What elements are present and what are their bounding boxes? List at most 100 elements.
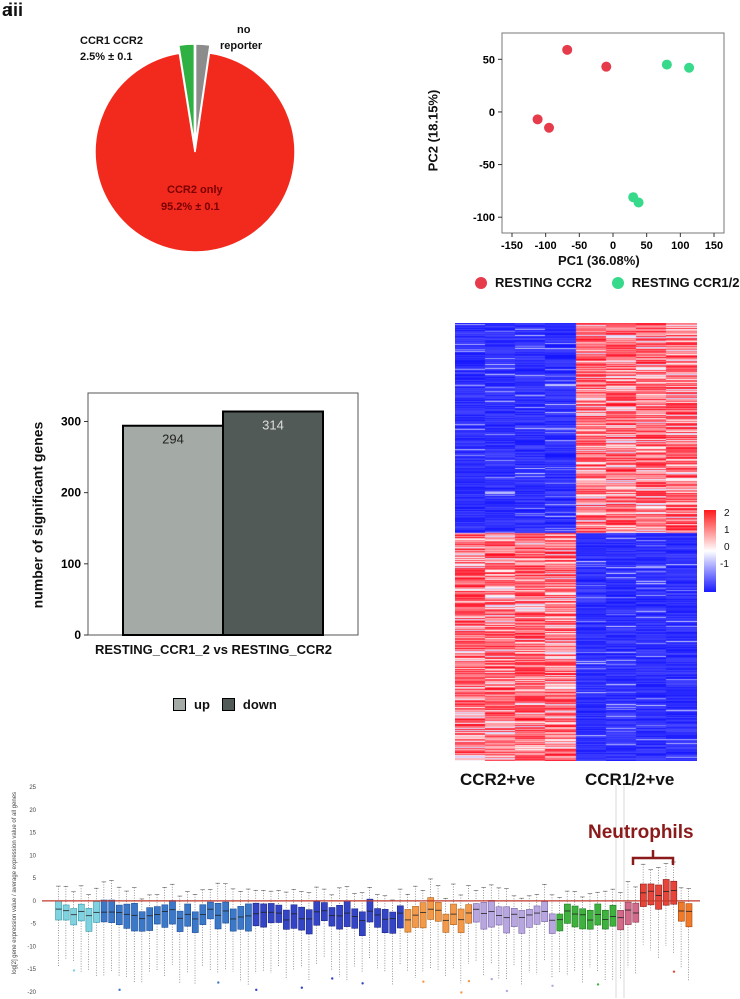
box-body bbox=[115, 904, 123, 925]
pca-xtick-label: 50 bbox=[641, 240, 653, 252]
bar-ytick-label: 200 bbox=[61, 486, 81, 500]
box-ytick-label: 15 bbox=[29, 831, 36, 837]
panel-b: -150 -100 -50 0 50 100 150 50 0 -50 -100 PC1 (36.0… bbox=[425, 25, 740, 300]
box-outlier bbox=[467, 979, 471, 983]
box-body bbox=[70, 908, 78, 926]
box-body bbox=[229, 908, 237, 932]
pie-slice-ccr1-ccr2 bbox=[177, 43, 196, 145]
box-body bbox=[55, 900, 62, 921]
box-body bbox=[662, 879, 670, 906]
box-body bbox=[176, 910, 184, 932]
pie-slice-no-reporter bbox=[194, 43, 211, 145]
scale-tick-0: 0 bbox=[724, 542, 730, 553]
box-body bbox=[685, 903, 693, 928]
scale-tick-1: 1 bbox=[724, 525, 730, 536]
box-body bbox=[146, 907, 154, 931]
panel-a: a iii CCR1 CCR2 2.5% ± 0.1 no reporter C… bbox=[0, 0, 330, 285]
box-body bbox=[359, 911, 366, 936]
pca-xtick-label: -50 bbox=[571, 240, 587, 252]
box-body bbox=[647, 883, 655, 906]
box-body bbox=[321, 902, 328, 921]
box-body bbox=[518, 910, 526, 934]
box-body bbox=[412, 906, 419, 928]
box-body bbox=[374, 908, 381, 928]
box-body bbox=[427, 897, 435, 920]
box-body bbox=[526, 909, 533, 928]
bar-value-up: 294 bbox=[162, 432, 184, 447]
box-body bbox=[366, 898, 374, 923]
box-body bbox=[336, 905, 343, 930]
box-body bbox=[434, 902, 442, 922]
pie-label-norep-2: reporter bbox=[220, 40, 263, 52]
box-outlier bbox=[361, 982, 364, 985]
box-ytick-label: -5 bbox=[31, 922, 37, 928]
box-body bbox=[131, 903, 138, 932]
box-outlier bbox=[490, 977, 493, 981]
box-body bbox=[465, 904, 473, 924]
box-body bbox=[480, 902, 488, 930]
box-body bbox=[108, 899, 116, 923]
box-ytick-label: -20 bbox=[27, 990, 36, 996]
box-body bbox=[533, 905, 541, 925]
box-body bbox=[564, 903, 571, 924]
box-body bbox=[222, 901, 229, 924]
scale-tick-2: 2 bbox=[724, 508, 730, 519]
box-outlier bbox=[217, 981, 220, 984]
box-body bbox=[670, 880, 678, 905]
legend-label-ccr12: RESTING CCR1/2 bbox=[631, 275, 740, 290]
box-body bbox=[184, 903, 192, 927]
box-ytick-label: 20 bbox=[29, 808, 36, 814]
box-body bbox=[100, 899, 108, 923]
pca-ytick-label: -50 bbox=[479, 160, 495, 172]
heat-colorbar bbox=[704, 510, 716, 592]
pca-xlabel: PC1 (36.08%) bbox=[558, 253, 640, 268]
box-ytick-label: -15 bbox=[27, 967, 36, 973]
box-body bbox=[207, 901, 214, 920]
box-body bbox=[624, 901, 632, 925]
box-body bbox=[678, 901, 685, 922]
box-body bbox=[419, 902, 427, 929]
box-body bbox=[77, 903, 85, 922]
legend-label-down: down bbox=[242, 697, 277, 712]
box-body bbox=[275, 904, 283, 923]
box-body bbox=[260, 903, 267, 928]
box-outlier bbox=[672, 970, 676, 973]
box-ytick-label: 10 bbox=[29, 853, 36, 859]
box-body bbox=[389, 911, 397, 934]
box-outlier bbox=[72, 969, 76, 972]
neutrophils-label: Neutrophils bbox=[588, 822, 694, 843]
pca-xtick-label: 100 bbox=[671, 240, 689, 252]
box-body bbox=[214, 902, 222, 930]
legend-label-ccr2: RESTING CCR2 bbox=[495, 275, 592, 290]
box-body bbox=[548, 913, 556, 934]
pie-label-ccr12-2: 2.5% ± 0.1 bbox=[80, 51, 133, 63]
pca-point bbox=[544, 122, 555, 133]
box-body bbox=[328, 907, 336, 927]
pca-ytick-label: 50 bbox=[483, 54, 495, 66]
box-body bbox=[655, 884, 662, 910]
box-body bbox=[503, 906, 511, 934]
heat-group-ccr12: CCR1/2+ve bbox=[585, 770, 675, 789]
box-body bbox=[267, 903, 275, 924]
box-body bbox=[617, 910, 624, 931]
pca-point bbox=[532, 114, 543, 125]
box-outlier bbox=[551, 984, 554, 987]
pca-point bbox=[684, 62, 695, 73]
box-outlier bbox=[596, 983, 600, 986]
legend-label-up: up bbox=[194, 697, 210, 712]
pca-point bbox=[633, 197, 644, 208]
box-body bbox=[343, 900, 351, 927]
legend-swatch-up bbox=[173, 698, 186, 711]
panel-label-a: a bbox=[2, 0, 13, 20]
box-body bbox=[457, 908, 465, 933]
box-body bbox=[237, 906, 245, 930]
bar-ylabel: number of significant genes bbox=[29, 421, 46, 609]
box-body bbox=[123, 903, 131, 929]
panel-c: 0 100 200 300 294 314 number of significant … bbox=[29, 385, 370, 725]
box-outlier bbox=[300, 986, 304, 989]
box-body bbox=[556, 913, 564, 932]
panel-label-roman: iii bbox=[8, 0, 24, 20]
box-body bbox=[313, 901, 321, 926]
box-body bbox=[245, 903, 252, 932]
bar-ytick-label: 100 bbox=[61, 557, 81, 571]
